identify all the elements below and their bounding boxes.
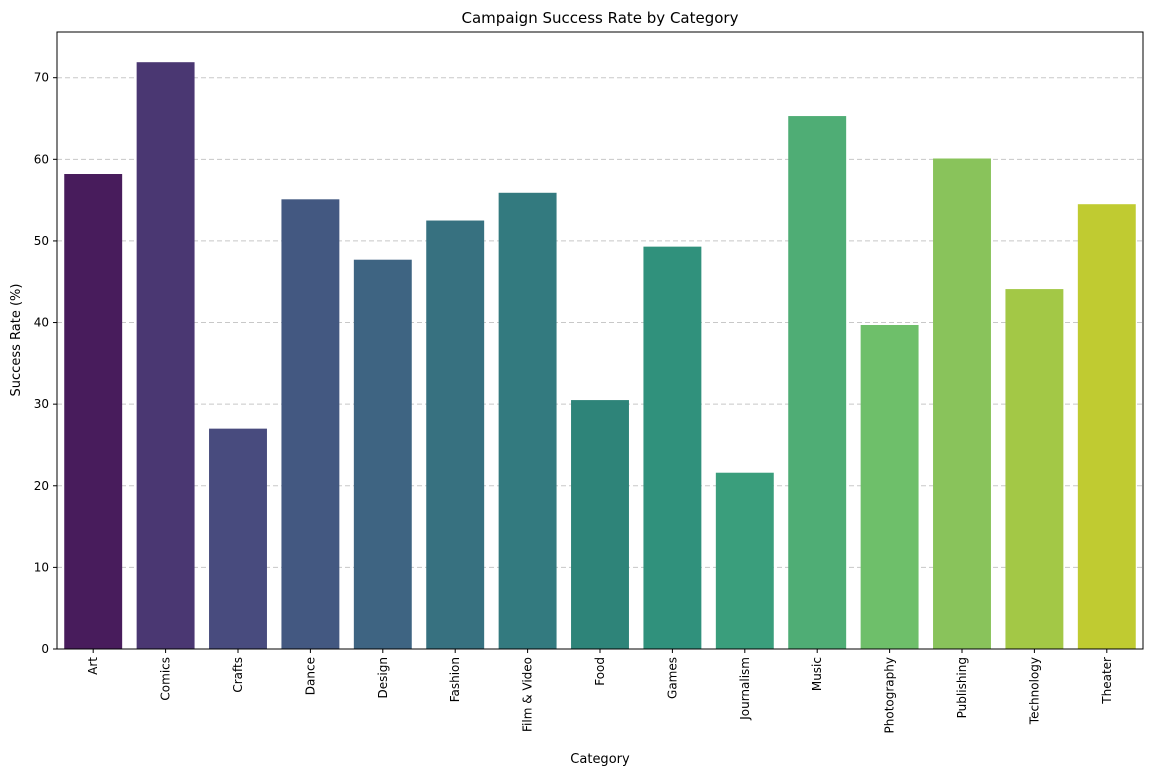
y-tick-label: 0: [41, 642, 49, 656]
x-tick-label: Crafts: [231, 657, 245, 693]
bar-photography: [860, 324, 919, 649]
bar-food: [571, 400, 629, 649]
bar-journalism: [715, 472, 774, 649]
bar-dance: [281, 199, 340, 649]
bar-music: [788, 116, 847, 649]
bar-film-video: [498, 192, 557, 649]
x-tick-label: Dance: [303, 657, 317, 695]
x-tick-label: Fashion: [448, 657, 462, 702]
y-tick-label: 60: [34, 152, 49, 166]
bar-crafts: [209, 428, 267, 649]
y-axis-label: Success Rate (%): [9, 284, 24, 397]
bar-comics: [136, 62, 195, 650]
chart-title: Campaign Success Rate by Category: [462, 9, 739, 27]
x-axis: Art Comics Crafts Dance Design Fashion Film & …: [86, 649, 1114, 733]
x-tick-label: Games: [665, 657, 679, 699]
x-tick-label: Food: [593, 657, 607, 686]
y-tick-label: 20: [34, 479, 49, 493]
y-tick-label: 40: [34, 316, 49, 330]
y-tick-label: 30: [34, 397, 49, 411]
bar-art: [64, 174, 123, 649]
x-tick-label: Theater: [1100, 657, 1114, 705]
x-tick-label: Music: [810, 657, 824, 691]
bar-technology: [1005, 289, 1064, 649]
y-axis: 0 10 20 30 40 50 60 70: [34, 71, 57, 656]
y-tick-label: 70: [34, 71, 49, 85]
bars: [64, 62, 1136, 650]
bar-fashion: [426, 220, 485, 649]
x-tick-label: Technology: [1027, 657, 1041, 725]
bar-theater: [1077, 204, 1136, 650]
bar-games: [643, 246, 702, 650]
x-tick-label: Art: [86, 657, 100, 675]
x-axis-label: Category: [570, 752, 630, 767]
y-tick-label: 50: [34, 234, 49, 248]
x-tick-label: Comics: [159, 657, 173, 701]
x-tick-label: Film & Video: [521, 657, 535, 732]
y-tick-label: 10: [34, 560, 49, 574]
bar-design: [353, 259, 412, 649]
x-tick-label: Photography: [883, 657, 897, 733]
x-tick-label: Journalism: [738, 657, 752, 721]
bar-publishing: [933, 158, 991, 649]
x-tick-label: Publishing: [955, 657, 969, 718]
x-tick-label: Design: [376, 657, 390, 698]
